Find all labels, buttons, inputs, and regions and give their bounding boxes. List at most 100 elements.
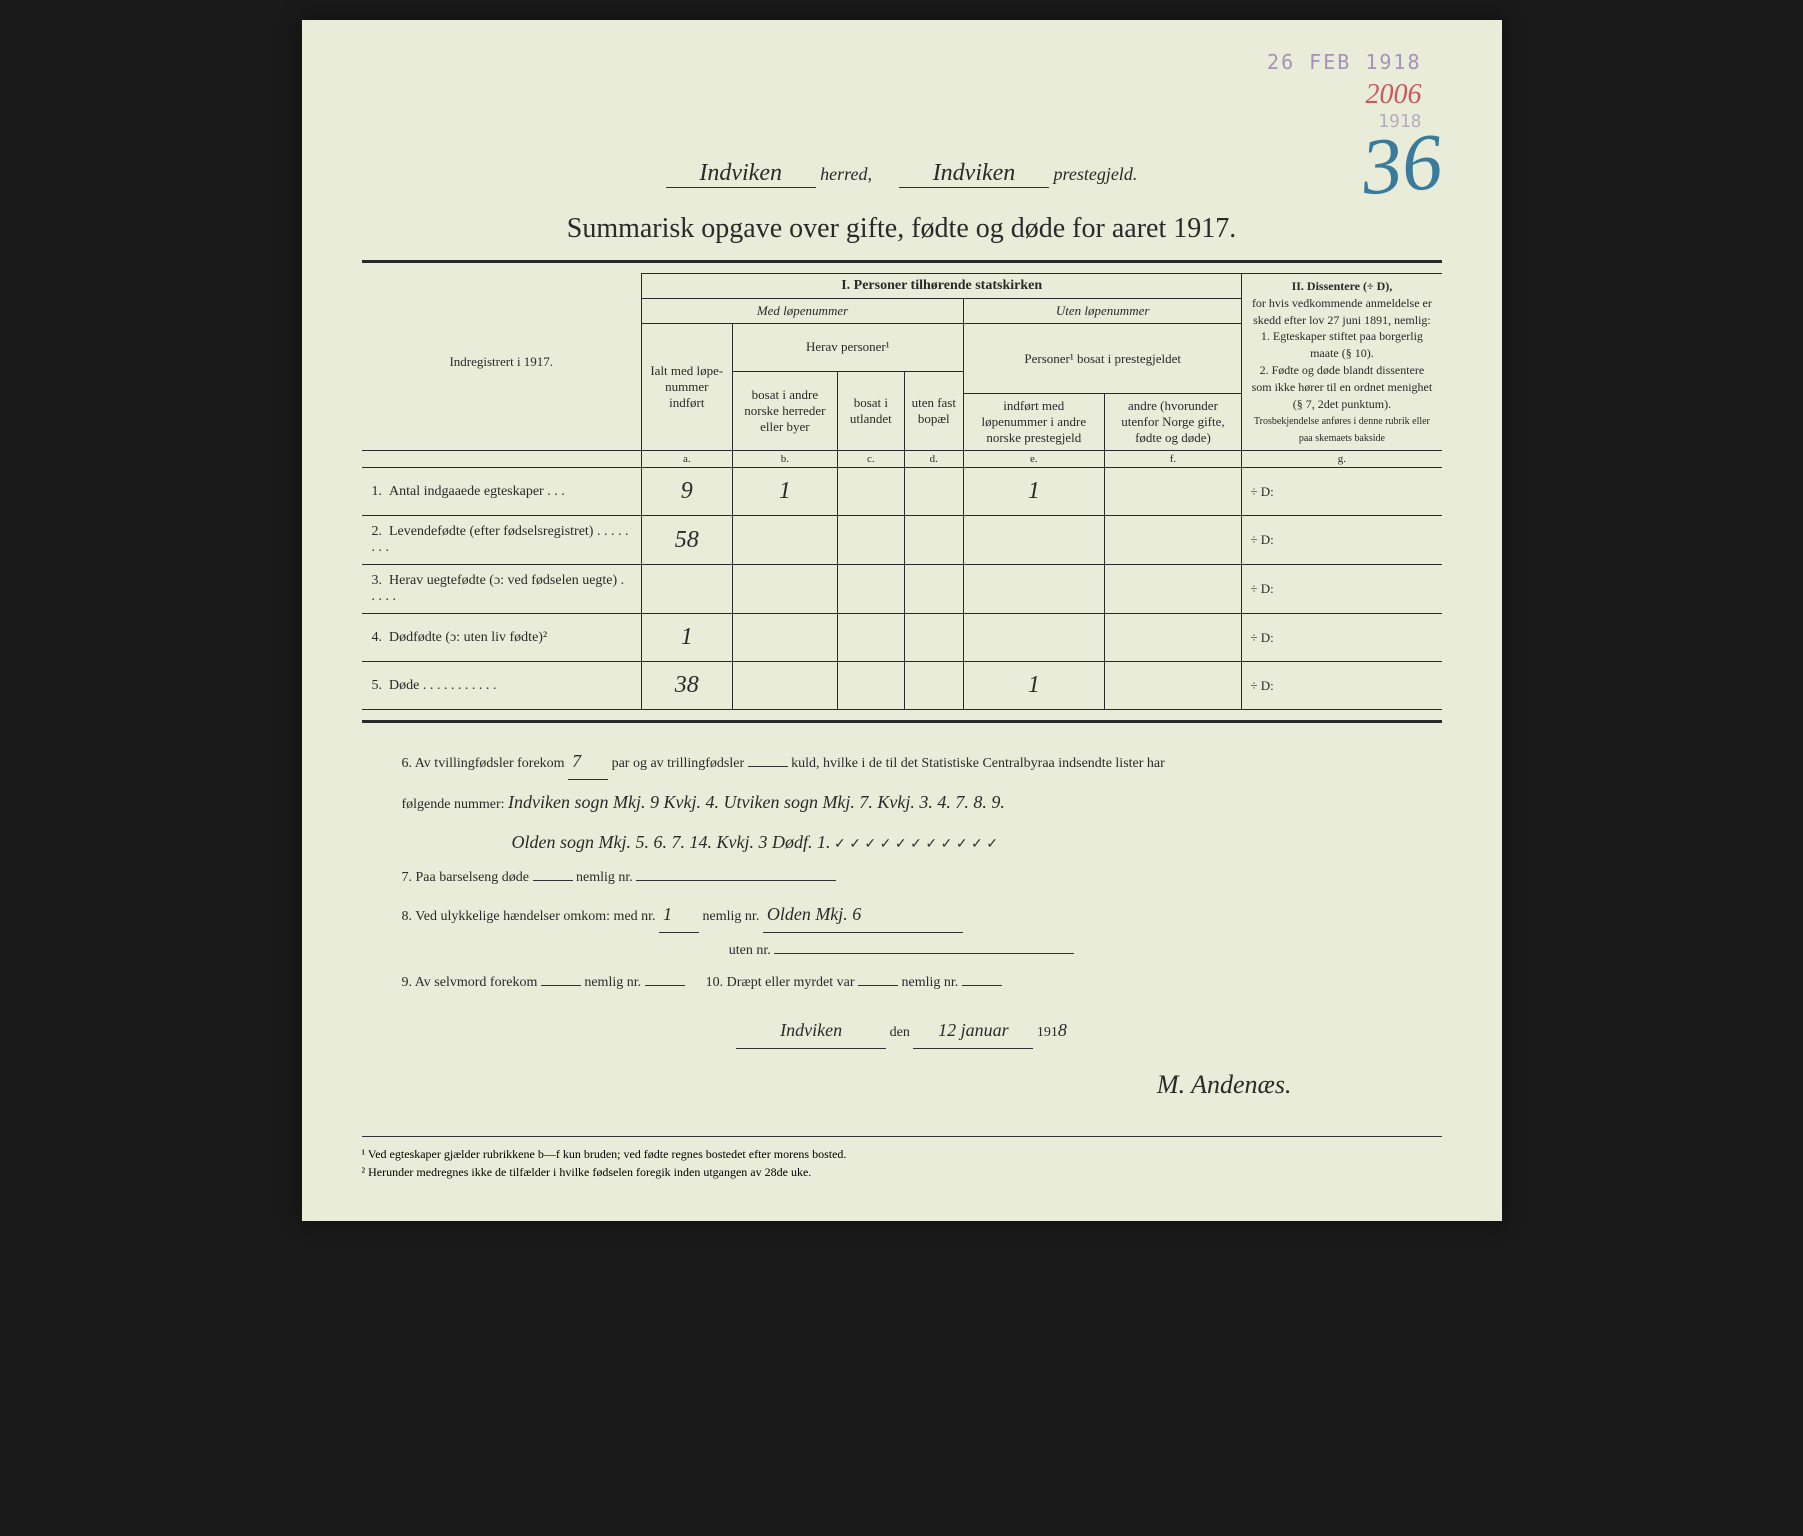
- q9-nr: [645, 985, 685, 986]
- cell-f: [1104, 614, 1242, 662]
- cell-e: 1: [964, 468, 1105, 516]
- q8-uten-nr: [774, 953, 1074, 954]
- sig-den: den: [890, 1025, 910, 1040]
- table-row: 2. Levendefødte (efter fødselsregistret)…: [362, 516, 1442, 565]
- section2-text: for hvis vedkommende anmeldelse er skedd…: [1252, 296, 1432, 327]
- q8-nr: Olden Mkj. 6: [763, 896, 963, 933]
- letter-b: b.: [732, 451, 838, 468]
- q10-label: 10. Dræpt eller myrdet var: [706, 975, 855, 990]
- table-row: 3. Herav uegtefødte (ɔ: ved fødselen ueg…: [362, 565, 1442, 614]
- row-label: 1. Antal indgaaede egteskaper . . .: [362, 468, 642, 516]
- cell-f: [1104, 662, 1242, 710]
- col-e-header: indført med løpenummer i andre norske pr…: [964, 394, 1105, 451]
- cell-b: [732, 516, 838, 565]
- cell-e: [964, 565, 1105, 614]
- line-6d: følgende nummer: Indviken sogn Mkj. 9 Kv…: [362, 784, 1442, 820]
- section2-header: II. Dissentere (÷ D), for hvis vedkommen…: [1242, 274, 1442, 451]
- table-row: 1. Antal indgaaede egteskaper . . . 9 1 …: [362, 468, 1442, 516]
- q9-label-b: nemlig nr.: [584, 975, 641, 990]
- table-body: 1. Antal indgaaede egteskaper . . . 9 1 …: [362, 468, 1442, 710]
- left-header: Indregistrert i 1917.: [362, 274, 642, 451]
- q7-label: 7. Paa barselseng døde: [402, 870, 530, 885]
- footnote-1: ¹ Ved egteskaper gjælder rubrikkene b—f …: [362, 1145, 1442, 1163]
- bottom-section: 6. Av tvillingfødsler forekom 7 par og a…: [362, 743, 1442, 1111]
- q8-label-b: nemlig nr.: [703, 909, 760, 924]
- cell-e: 1: [964, 662, 1105, 710]
- q6-numbers-2: Olden sogn Mkj. 5. 6. 7. 14. Kvkj. 3 Død…: [512, 832, 831, 852]
- cell-b: 1: [732, 468, 838, 516]
- rule-top: [362, 260, 1442, 263]
- table-row: 5. Døde . . . . . . . . . . . 38 1 ÷ D:: [362, 662, 1442, 710]
- q7-nr: [636, 880, 836, 881]
- q9-val: [541, 985, 581, 986]
- letter-c: c.: [838, 451, 904, 468]
- cell-g: ÷ D:: [1242, 468, 1442, 516]
- letter-g: g.: [1242, 451, 1442, 468]
- q7-label-b: nemlig nr.: [576, 870, 633, 885]
- q6-numbers-1: Indviken sogn Mkj. 9 Kvkj. 4. Utviken so…: [508, 792, 1005, 812]
- cell-b: [732, 565, 838, 614]
- line-6: 6. Av tvillingfødsler forekom 7 par og a…: [362, 743, 1442, 780]
- personer-bosat-header: Personer¹ bosat i prestegjeldet: [964, 324, 1242, 394]
- q8-label: 8. Ved ulykkelige hændelser omkom: med n…: [402, 909, 656, 924]
- cell-c: [838, 662, 904, 710]
- cell-d: [904, 468, 963, 516]
- herred-label: herred,: [820, 164, 872, 184]
- section2-item1: 1. Egteskaper stiftet paa borgerlig maat…: [1261, 329, 1423, 360]
- herred-value: Indviken: [666, 160, 816, 188]
- document-page: 26 FEB 1918 2006 1918 36 Indviken herred…: [302, 20, 1502, 1221]
- col-d-header: uten fast bopæl: [904, 371, 963, 451]
- q6-label-d: følgende nummer:: [402, 797, 505, 812]
- cell-e: [964, 516, 1105, 565]
- q6-val-triplets: [748, 766, 788, 767]
- cell-d: [904, 516, 963, 565]
- stamp-number: 2006: [1267, 79, 1421, 111]
- cell-a: 38: [642, 662, 733, 710]
- q6-label-c: kuld, hvilke i de til det Statistiske Ce…: [791, 756, 1165, 771]
- cell-f: [1104, 516, 1242, 565]
- cell-b: [732, 614, 838, 662]
- q6-label-a: 6. Av tvillingfødsler forekom: [402, 756, 565, 771]
- sig-year-suffix: 8: [1058, 1020, 1067, 1040]
- q8-label-c: uten nr.: [729, 943, 771, 958]
- cell-c: [838, 516, 904, 565]
- signature-line: Indviken den 12 januar 1918: [362, 1012, 1442, 1049]
- cell-f: [1104, 468, 1242, 516]
- q10-nr: [962, 985, 1002, 986]
- sig-place: Indviken: [736, 1012, 886, 1049]
- prestegjeld-value: Indviken: [899, 160, 1049, 188]
- cell-d: [904, 614, 963, 662]
- cell-a: 58: [642, 516, 733, 565]
- section1-header: I. Personer tilhørende statskirken: [642, 274, 1242, 299]
- line-7: 7. Paa barselseng døde nemlig nr.: [362, 864, 1442, 892]
- cell-a: [642, 565, 733, 614]
- line-8: 8. Ved ulykkelige hændelser omkom: med n…: [362, 896, 1442, 933]
- cell-b: [732, 662, 838, 710]
- cell-a: 9: [642, 468, 733, 516]
- line-8c: uten nr.: [362, 937, 1442, 965]
- q9-label: 9. Av selvmord forekom: [402, 975, 538, 990]
- col-b-header: bosat i andre norske herreder eller byer: [732, 371, 838, 451]
- q7-val: [533, 880, 573, 881]
- table-row: 4. Dødfødte (ɔ: uten liv fødte)² 1 ÷ D:: [362, 614, 1442, 662]
- row-label: 3. Herav uegtefødte (ɔ: ved fødselen ueg…: [362, 565, 642, 614]
- col-a-header: Ialt med løpe-nummer indført: [642, 324, 733, 451]
- rule-bottom: [362, 720, 1442, 723]
- cell-d: [904, 565, 963, 614]
- sig-date: 12 januar: [913, 1012, 1033, 1049]
- q8-val: 1: [659, 896, 699, 933]
- med-lope-header: Med løpenummer: [642, 299, 964, 324]
- footnotes: ¹ Ved egteskaper gjælder rubrikkene b—f …: [362, 1136, 1442, 1181]
- cell-d: [904, 662, 963, 710]
- section2-title: II. Dissentere (÷ D),: [1292, 279, 1393, 293]
- row-label: 5. Døde . . . . . . . . . . .: [362, 662, 642, 710]
- document-title: Summarisk opgave over gifte, fødte og dø…: [362, 213, 1442, 245]
- herav-header: Herav personer¹: [732, 324, 963, 372]
- line-9-10: 9. Av selvmord forekom nemlig nr. 10. Dr…: [362, 969, 1442, 997]
- uten-lope-header: Uten løpenummer: [964, 299, 1242, 324]
- page-number-handwritten: 36: [1358, 117, 1446, 215]
- line-6e: Olden sogn Mkj. 5. 6. 7. 14. Kvkj. 3 Død…: [362, 824, 1442, 860]
- header-line: Indviken herred, Indviken prestegjeld.: [362, 160, 1442, 188]
- cell-e: [964, 614, 1105, 662]
- stamp-date: 26 FEB 1918: [1267, 50, 1421, 74]
